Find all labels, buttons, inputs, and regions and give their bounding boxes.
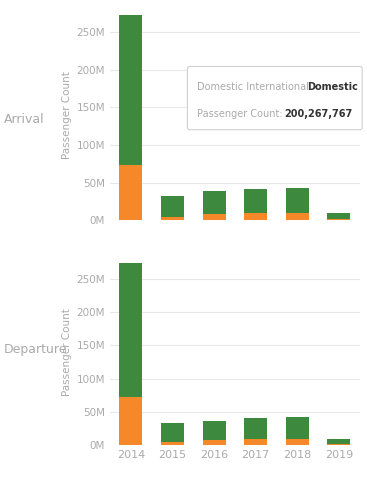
Bar: [203, 214, 225, 220]
Bar: [161, 195, 184, 217]
Bar: [203, 421, 225, 440]
Text: Arrival: Arrival: [4, 113, 44, 126]
Bar: [119, 165, 142, 220]
Bar: [327, 439, 350, 444]
Bar: [286, 188, 309, 213]
Bar: [244, 213, 267, 220]
Y-axis label: Passenger Count: Passenger Count: [62, 308, 72, 396]
Text: Domestic International:: Domestic International:: [197, 81, 316, 91]
Bar: [119, 397, 142, 445]
Bar: [327, 219, 350, 220]
Bar: [286, 439, 309, 445]
Bar: [327, 213, 350, 219]
Bar: [327, 444, 350, 445]
Bar: [244, 418, 267, 439]
Y-axis label: Passenger Count: Passenger Count: [62, 71, 72, 159]
Bar: [203, 440, 225, 445]
Bar: [286, 417, 309, 439]
Text: Passenger Count:: Passenger Count:: [197, 109, 283, 119]
Bar: [161, 217, 184, 220]
Bar: [119, 15, 142, 165]
FancyBboxPatch shape: [188, 67, 362, 130]
Bar: [244, 190, 267, 213]
Text: Departure: Departure: [4, 343, 67, 356]
Bar: [244, 439, 267, 445]
Bar: [286, 213, 309, 220]
Text: 200,267,767: 200,267,767: [284, 109, 352, 119]
Bar: [161, 442, 184, 445]
Bar: [203, 191, 225, 214]
Bar: [161, 423, 184, 442]
Text: Domestic: Domestic: [307, 81, 358, 91]
Bar: [119, 263, 142, 397]
